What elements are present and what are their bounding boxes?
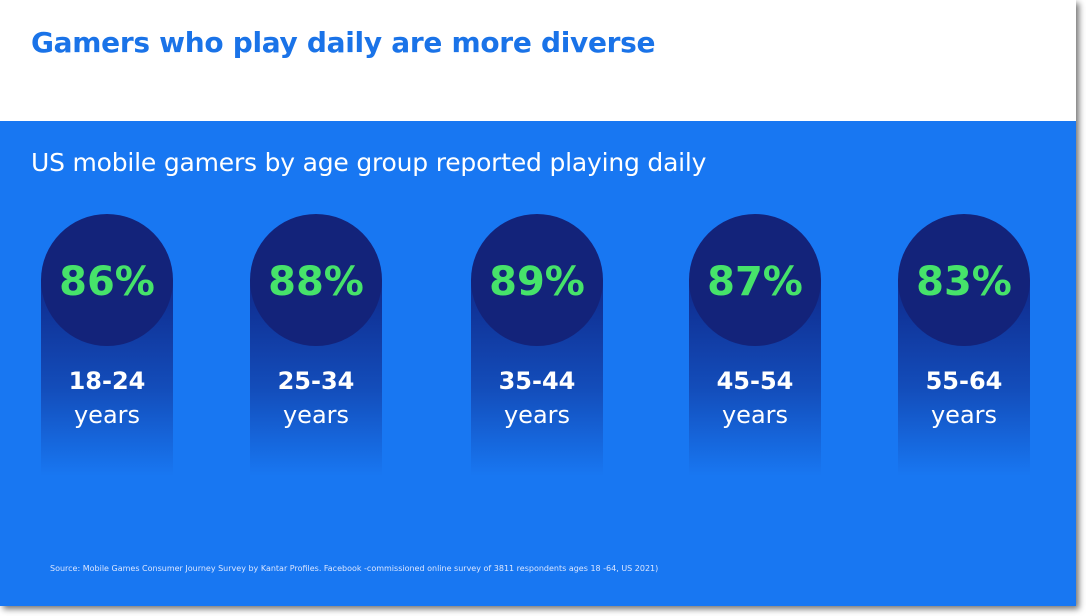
- unit-label: years: [931, 401, 997, 429]
- value-label: 83%: [916, 259, 1012, 305]
- age-group-column: 87% 45-54 years: [689, 214, 821, 476]
- slide: Gamers who play daily are more diverse U…: [0, 26, 1076, 606]
- chart-title: US mobile gamers by age group reported p…: [31, 148, 707, 177]
- slide-title: Gamers who play daily are more diverse: [31, 26, 656, 59]
- age-label: 55-64: [926, 367, 1003, 395]
- unit-label: years: [504, 401, 570, 429]
- source-note: Source: Mobile Games Consumer Journey Su…: [50, 564, 659, 573]
- age-group-column: 83% 55-64 years: [898, 214, 1030, 476]
- value-label: 88%: [268, 259, 364, 305]
- age-group-column: 86% 18-24 years: [41, 214, 173, 476]
- age-label: 25-34: [278, 367, 355, 395]
- age-label: 35-44: [499, 367, 576, 395]
- value-label: 87%: [707, 259, 803, 305]
- chart-panel: US mobile gamers by age group reported p…: [0, 121, 1076, 606]
- value-circle: [41, 214, 173, 346]
- chart-svg: 86%18-24years88%25-34years89%35-44years8…: [41, 214, 1030, 476]
- age-group-column: 89% 35-44 years: [471, 214, 603, 476]
- value-circle: [471, 214, 603, 346]
- age-label: 18-24: [69, 367, 146, 395]
- age-label: 45-54: [717, 367, 794, 395]
- unit-label: years: [722, 401, 788, 429]
- value-label: 89%: [489, 259, 585, 305]
- value-circle: [689, 214, 821, 346]
- unit-label: years: [74, 401, 140, 429]
- unit-label: years: [283, 401, 349, 429]
- value-label: 86%: [59, 259, 155, 305]
- value-circle: [898, 214, 1030, 346]
- value-circle: [250, 214, 382, 346]
- age-group-column: 88% 25-34 years: [250, 214, 382, 476]
